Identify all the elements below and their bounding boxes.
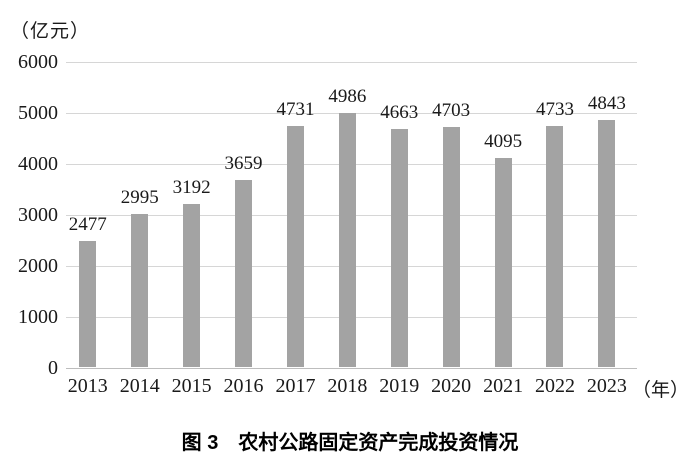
figure-caption: 图 3 农村公路固定资产完成投资情况 [181,432,519,454]
x-axis-tick-label: 2021 [483,375,524,397]
x-axis-line [66,367,637,369]
bar-value-label: 2995 [120,187,159,208]
bar-2013 [79,241,97,367]
y-axis-tick-label: 5000 [18,102,58,124]
bar-2015 [183,204,201,367]
x-axis-tick-label: 2017 [275,375,316,397]
x-axis-unit-label: （年） [632,380,690,401]
bar-value-label: 4731 [276,99,315,120]
gridline [66,61,637,63]
bar-value-label: 4733 [535,99,574,120]
bar-value-label: 2477 [68,214,107,235]
bar-2017 [286,126,304,367]
y-axis-tick-label: 2000 [18,255,58,277]
x-axis-tick-label: 2016 [223,375,264,397]
bar-2022 [546,126,564,367]
bar-value-label: 3659 [224,153,263,174]
x-axis-tick-label: 2019 [379,375,420,397]
bar-value-label: 4095 [484,131,523,152]
bar-2019 [390,129,408,367]
y-axis-tick-label: 0 [48,357,58,379]
bar-2018 [338,113,356,367]
y-axis-tick-label: 3000 [18,204,58,226]
y-axis-tick-label: 1000 [18,306,58,328]
y-axis-unit-label: （亿元） [10,21,91,42]
bar-value-label: 4986 [328,86,367,107]
x-axis-tick-label: 2014 [119,375,160,397]
bar-value-label: 4663 [380,102,419,123]
x-axis-tick-label: 2013 [67,375,108,397]
x-axis-tick-label: 2015 [171,375,212,397]
x-axis-tick-label: 2018 [327,375,368,397]
y-axis-tick-label: 6000 [18,51,58,73]
bar-2016 [235,180,253,367]
bar-2014 [131,214,149,367]
bar-2023 [598,120,616,367]
x-axis-tick-label: 2020 [431,375,472,397]
x-axis-tick-label: 2023 [586,375,627,397]
bar-2021 [494,158,512,367]
y-axis-tick-label: 4000 [18,153,58,175]
plot-area [66,61,637,369]
bar-value-label: 4843 [587,93,626,114]
bar-value-label: 3192 [172,177,211,198]
bar-value-label: 4703 [432,100,471,121]
bar-2020 [442,127,460,367]
x-axis-tick-label: 2022 [534,375,575,397]
